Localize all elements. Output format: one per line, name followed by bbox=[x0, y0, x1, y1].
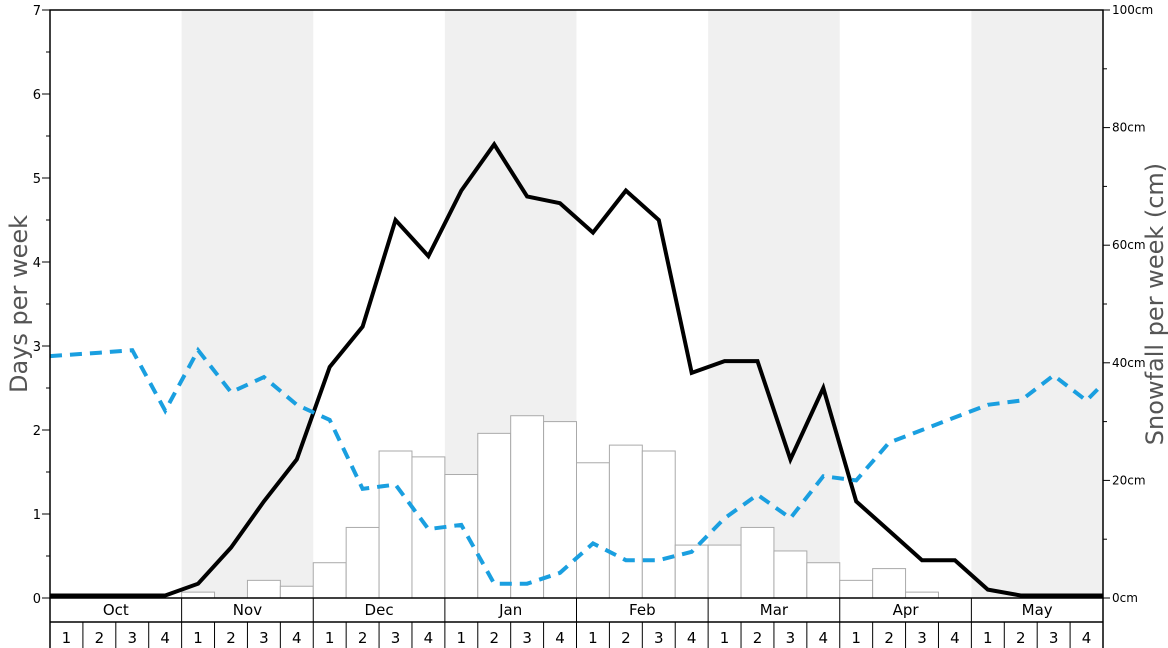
month-label-may: May bbox=[1022, 601, 1053, 619]
snow-days-line bbox=[50, 140, 1103, 598]
left-tick-label: 2 bbox=[33, 424, 41, 439]
snowfall-bar bbox=[773, 550, 808, 599]
week-label: 4 bbox=[1082, 629, 1092, 647]
week-label: 2 bbox=[753, 629, 763, 647]
snowfall-bar bbox=[279, 585, 314, 599]
week-label: 4 bbox=[160, 629, 170, 647]
week-label: 2 bbox=[489, 629, 499, 647]
week-label: 2 bbox=[95, 629, 105, 647]
right-tick-label: 60cm bbox=[1112, 238, 1146, 252]
week-label: 3 bbox=[654, 629, 664, 647]
week-label: 3 bbox=[259, 629, 269, 647]
sun-days-line bbox=[49, 346, 1105, 586]
snowfall-bar bbox=[477, 432, 512, 599]
snowfall-bar bbox=[312, 562, 347, 599]
snowfall-bar bbox=[905, 591, 939, 599]
week-label: 1 bbox=[851, 629, 861, 647]
day-lines bbox=[49, 140, 1105, 598]
week-label: 3 bbox=[1049, 629, 1059, 647]
left-tick-label: 3 bbox=[33, 340, 41, 355]
right-tick-label: 20cm bbox=[1112, 473, 1146, 487]
week-label: 4 bbox=[819, 629, 829, 647]
week-label: 2 bbox=[358, 629, 368, 647]
right-tick-label: 0cm bbox=[1112, 591, 1138, 605]
snowfall-bar bbox=[707, 544, 742, 599]
right-axis-title: Snowfall per week (cm) bbox=[1141, 163, 1168, 445]
right-axis: 0cm 20cm 40cm 60cm 80cm 100cm bbox=[1103, 3, 1153, 605]
week-label: 2 bbox=[226, 629, 236, 647]
week-label: 2 bbox=[884, 629, 894, 647]
month-label-dec: Dec bbox=[365, 601, 394, 619]
snowfall-bar bbox=[246, 579, 281, 599]
snowfall-bar bbox=[444, 474, 479, 599]
month-shade-may bbox=[971, 10, 1103, 598]
week-label: 3 bbox=[127, 629, 137, 647]
month-label-apr: Apr bbox=[893, 601, 920, 619]
right-tick-label: 40cm bbox=[1112, 356, 1146, 370]
week-label: 4 bbox=[950, 629, 960, 647]
week-label: 2 bbox=[621, 629, 631, 647]
snowfall-bar bbox=[806, 562, 841, 599]
week-label: 1 bbox=[457, 629, 467, 647]
right-tick-label: 80cm bbox=[1112, 121, 1146, 135]
week-label: 4 bbox=[424, 629, 434, 647]
week-label: 1 bbox=[193, 629, 203, 647]
snowfall-bar bbox=[872, 568, 907, 599]
left-tick-label: 6 bbox=[33, 88, 41, 103]
right-tick-label: 100cm bbox=[1112, 3, 1153, 17]
left-tick-label: 0 bbox=[33, 592, 41, 607]
left-tick-label: 4 bbox=[33, 256, 41, 271]
month-label-mar: Mar bbox=[760, 601, 789, 619]
week-label: 1 bbox=[720, 629, 730, 647]
snowfall-bar bbox=[740, 526, 775, 599]
week-label: 4 bbox=[555, 629, 565, 647]
month-axis: Oct 1 2 3 4 Nov 1 2 3 4 Dec 1 2 3 4 Jan 1 2 3 4 Feb 1 2 3 4 Mar 1 2… bbox=[49, 598, 1104, 648]
left-tick-label: 7 bbox=[33, 4, 41, 19]
snowfall-bar bbox=[510, 415, 545, 599]
week-label: 2 bbox=[1016, 629, 1026, 647]
week-label: 1 bbox=[983, 629, 993, 647]
week-label: 1 bbox=[325, 629, 335, 647]
week-label: 1 bbox=[588, 629, 598, 647]
month-label-feb: Feb bbox=[629, 601, 656, 619]
snowfall-bar bbox=[345, 526, 380, 599]
left-axis: 0 1 2 3 4 5 6 7 bbox=[33, 4, 50, 607]
month-label-oct: Oct bbox=[103, 601, 129, 619]
left-tick-label: 1 bbox=[33, 508, 41, 523]
month-label-nov: Nov bbox=[233, 601, 262, 619]
snowfall-bar bbox=[576, 462, 610, 599]
week-label: 3 bbox=[917, 629, 927, 647]
week-label: 3 bbox=[786, 629, 796, 647]
week-label: 1 bbox=[62, 629, 72, 647]
week-label: 3 bbox=[522, 629, 532, 647]
snowfall-bar bbox=[378, 450, 413, 599]
week-label: 4 bbox=[687, 629, 697, 647]
left-tick-label: 5 bbox=[33, 172, 41, 187]
snowfall-bar bbox=[641, 450, 676, 599]
snowfall-bars bbox=[181, 415, 939, 599]
week-label: 4 bbox=[292, 629, 302, 647]
month-shade-mar bbox=[708, 10, 840, 598]
snowfall-bar bbox=[839, 579, 874, 599]
snowfall-bar bbox=[608, 444, 643, 599]
month-label-jan: Jan bbox=[498, 601, 522, 619]
left-axis-title: Days per week bbox=[5, 215, 33, 393]
month-shade-nov bbox=[181, 10, 314, 598]
month-shading bbox=[181, 10, 1103, 598]
week-label: 3 bbox=[391, 629, 401, 647]
snowfall-bar bbox=[181, 591, 216, 599]
